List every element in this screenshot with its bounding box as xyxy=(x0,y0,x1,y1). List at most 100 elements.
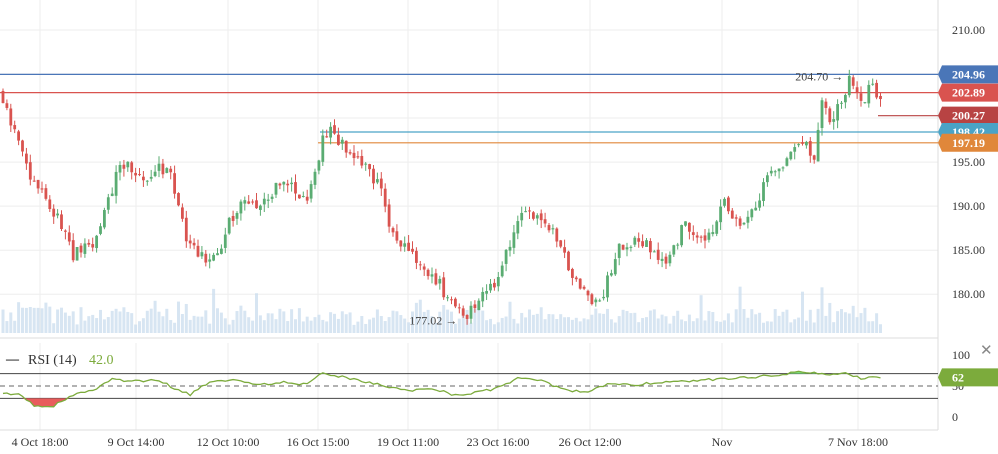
volume-bar-152 xyxy=(594,308,598,333)
candle-body-219 xyxy=(855,87,859,93)
candle-body-110 xyxy=(430,274,434,277)
volume-bar-137 xyxy=(535,313,539,333)
candle-body-165 xyxy=(645,240,648,247)
volume-bar-151 xyxy=(590,314,594,333)
volume-bar-3 xyxy=(13,320,17,333)
candle-body-124 xyxy=(485,291,488,294)
volume-bar-5 xyxy=(21,307,24,333)
volume-bar-52 xyxy=(204,310,208,333)
volume-bar-1 xyxy=(5,321,9,333)
volume-bar-28 xyxy=(110,310,114,333)
volume-bar-219 xyxy=(855,317,859,333)
volume-bar-90 xyxy=(352,324,356,333)
candle-body-130 xyxy=(508,246,512,251)
volume-bar-160 xyxy=(625,311,629,333)
minimize-icon[interactable]: — xyxy=(5,351,20,366)
volume-bar-34 xyxy=(134,324,138,333)
candle-body-11 xyxy=(44,188,48,199)
volume-bar-174 xyxy=(680,319,684,333)
candle-body-33 xyxy=(130,162,134,173)
volume-bar-113 xyxy=(442,305,446,333)
time-tick-0: 4 Oct 18:00 xyxy=(12,435,69,449)
volume-bar-180 xyxy=(703,320,707,333)
volume-bar-42 xyxy=(165,308,169,333)
volume-bar-216 xyxy=(843,312,847,333)
candle-body-38 xyxy=(149,176,153,179)
candle-body-179 xyxy=(699,236,703,238)
volume-bar-91 xyxy=(356,321,360,333)
candle-body-52 xyxy=(204,253,208,263)
candle-body-80 xyxy=(313,171,317,185)
candle-body-24 xyxy=(95,235,98,249)
volume-bar-106 xyxy=(414,302,418,333)
volume-bar-15 xyxy=(60,307,63,333)
candle-body-22 xyxy=(87,242,91,245)
candle-body-97 xyxy=(379,178,383,189)
candle-body-144 xyxy=(563,247,566,253)
candle-body-207 xyxy=(808,141,812,156)
volume-bar-161 xyxy=(629,313,633,333)
volume-bar-224 xyxy=(875,313,879,333)
rsi-tick-2: 0 xyxy=(952,410,958,424)
level-tag-bg-4 xyxy=(938,133,998,152)
candle-body-121 xyxy=(473,304,477,309)
volume-bar-112 xyxy=(438,311,442,333)
candle-body-134 xyxy=(524,211,527,213)
volume-bar-29 xyxy=(114,308,118,333)
volume-bar-128 xyxy=(500,317,504,333)
candle-body-109 xyxy=(426,269,430,277)
candle-body-53 xyxy=(208,259,212,262)
candle-body-115 xyxy=(450,299,453,301)
rsi-oversold-fill xyxy=(3,398,881,407)
time-tick-8: 7 Nov 18:00 xyxy=(828,435,888,449)
volume-bar-58 xyxy=(227,324,231,333)
candle-body-158 xyxy=(617,243,621,258)
volume-bar-147 xyxy=(574,317,578,333)
volume-bar-94 xyxy=(368,319,372,333)
candle-body-3 xyxy=(13,125,17,130)
candle-body-60 xyxy=(235,213,239,219)
volume-bar-87 xyxy=(340,311,344,333)
close-icon[interactable]: ✕ xyxy=(980,343,993,359)
volume-bar-85 xyxy=(333,313,336,333)
volume-bar-215 xyxy=(840,309,843,333)
candle-body-187 xyxy=(730,210,734,219)
candle-body-213 xyxy=(832,119,836,122)
candle-body-10 xyxy=(40,188,44,190)
level-tag-bg-2 xyxy=(938,106,998,125)
volume-bar-13 xyxy=(52,323,56,333)
time-tick-4: 19 Oct 11:00 xyxy=(377,435,439,449)
volume-bar-23 xyxy=(91,314,95,333)
candle-body-202 xyxy=(789,151,793,160)
volume-bar-150 xyxy=(586,319,590,333)
volume-bar-16 xyxy=(63,312,67,333)
candle-body-162 xyxy=(633,237,637,245)
candle-body-18 xyxy=(71,240,75,261)
candle-body-73 xyxy=(286,183,290,186)
volume-bar-146 xyxy=(570,319,574,333)
candle-body-191 xyxy=(746,216,750,223)
candle-body-147 xyxy=(574,277,578,280)
volume-bar-167 xyxy=(652,309,656,333)
volume-bar-38 xyxy=(149,308,153,333)
volume-bar-8 xyxy=(32,307,36,333)
volume-bar-39 xyxy=(153,300,157,333)
volume-bar-66 xyxy=(258,315,262,333)
volume-bar-186 xyxy=(726,313,730,333)
candle-body-146 xyxy=(571,268,574,278)
candle-body-167 xyxy=(652,251,656,253)
volume-bar-138 xyxy=(539,307,543,333)
volume-bar-18 xyxy=(71,311,75,333)
volume-bar-126 xyxy=(492,324,496,333)
volume-bar-89 xyxy=(348,312,352,333)
volume-bar-212 xyxy=(828,302,832,333)
candle-body-94 xyxy=(368,164,371,170)
time-tick-2: 12 Oct 10:00 xyxy=(197,435,260,449)
volume-bar-130 xyxy=(508,301,512,333)
candle-body-192 xyxy=(750,209,754,218)
candle-body-177 xyxy=(691,232,695,235)
time-tick-1: 9 Oct 14:00 xyxy=(108,435,165,449)
candle-body-111 xyxy=(434,273,438,285)
volume-bar-103 xyxy=(403,318,407,333)
